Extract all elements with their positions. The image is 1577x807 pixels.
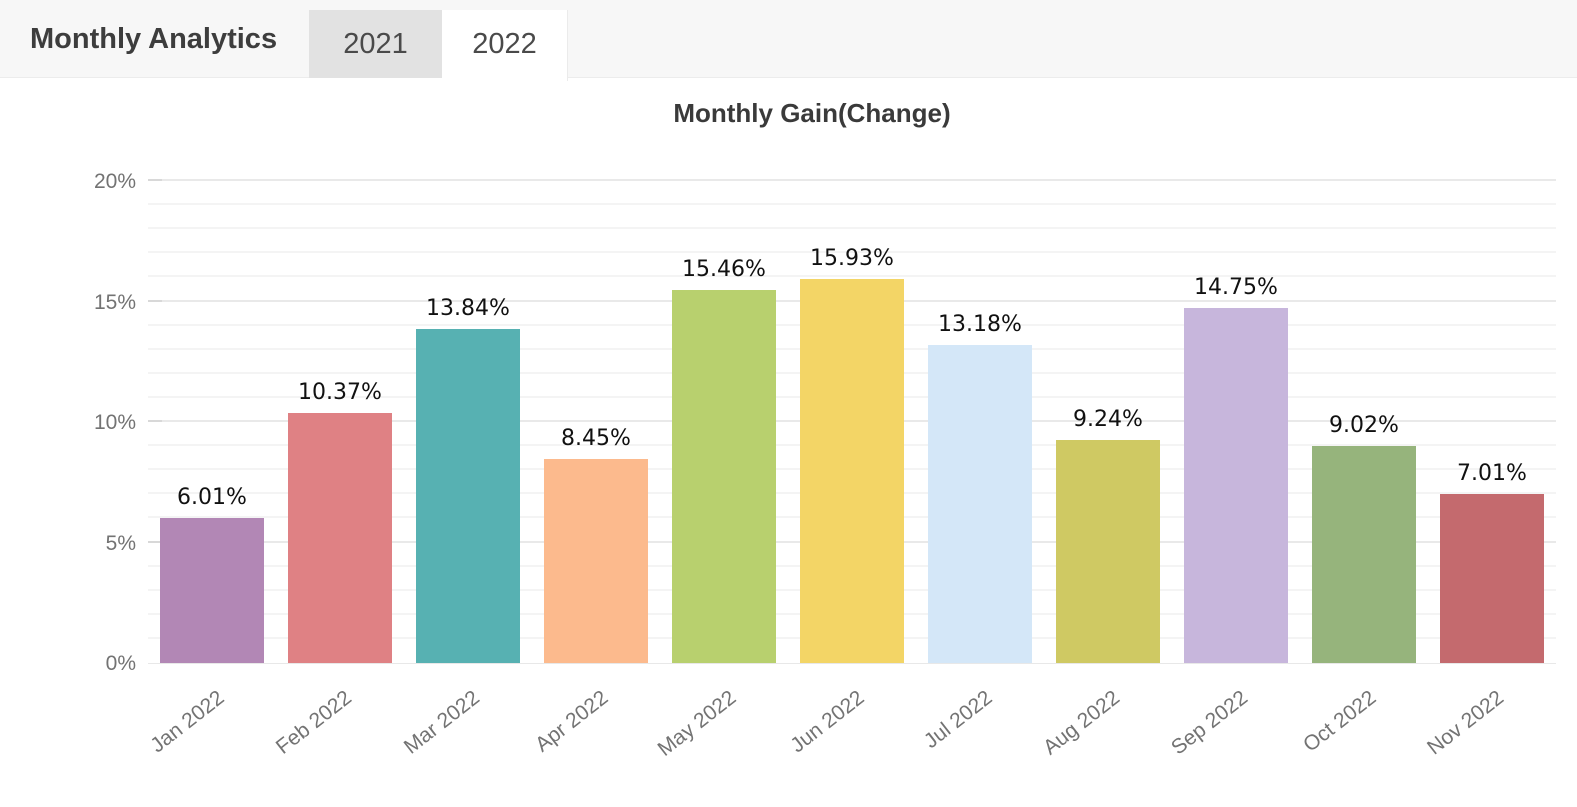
bar-aug-2022[interactable]: [1056, 440, 1160, 663]
bar-value-label: 13.84%: [426, 296, 510, 322]
y-axis-label: 0%: [105, 652, 136, 675]
y-axis-label: 5%: [105, 531, 136, 555]
bar-value-label: 9.24%: [1073, 407, 1143, 433]
x-axis-label: Aug 2022: [1039, 686, 1125, 760]
bar-mar-2022[interactable]: [416, 329, 520, 663]
tab-2022[interactable]: 2022: [442, 10, 568, 81]
y-axis-label: 15%: [93, 290, 136, 314]
minor-gridline: [148, 251, 1556, 254]
minor-gridline: [148, 275, 1556, 278]
bar-value-label: 9.02%: [1329, 412, 1399, 438]
x-axis-label: Oct 2022: [1298, 686, 1381, 757]
chart-title: Monthly Gain(Change): [673, 98, 951, 128]
x-axis-label: Apr 2022: [530, 686, 613, 757]
minor-gridline: [148, 227, 1556, 230]
bar-apr-2022[interactable]: [544, 459, 648, 663]
x-axis-label: Jan 2022: [145, 686, 229, 758]
x-axis-label: Mar 2022: [400, 686, 485, 759]
page-title: Monthly Analytics: [30, 23, 278, 55]
axis-tick: [148, 299, 162, 302]
bar-sep-2022[interactable]: [1184, 307, 1288, 663]
bar-value-label: 6.01%: [177, 485, 247, 511]
bar-nov-2022[interactable]: [1440, 494, 1544, 663]
tab-2021[interactable]: 2021: [309, 10, 442, 78]
bar-feb-2022[interactable]: [288, 413, 392, 663]
minor-gridline: [148, 203, 1556, 206]
axis-tick: [148, 540, 162, 543]
bar-value-label: 13.18%: [938, 312, 1022, 338]
x-axis-label: May 2022: [653, 686, 741, 761]
bar-value-label: 7.01%: [1457, 461, 1527, 487]
major-gridline: [148, 179, 1556, 181]
axis-tick: [148, 179, 162, 181]
bar-jul-2022[interactable]: [928, 345, 1032, 663]
bar-jan-2022[interactable]: [160, 518, 264, 663]
x-axis-label: Feb 2022: [272, 686, 357, 759]
bar-jun-2022[interactable]: [800, 279, 904, 663]
y-axis-label: 20%: [93, 170, 136, 193]
x-axis-label: Nov 2022: [1423, 686, 1509, 760]
bar-value-label: 15.93%: [810, 246, 894, 272]
x-axis-label: Jul 2022: [919, 686, 997, 754]
bar-may-2022[interactable]: [672, 290, 776, 663]
bar-oct-2022[interactable]: [1312, 445, 1416, 663]
y-axis-label: 10%: [93, 411, 136, 434]
bar-chart-plot-area: 0% 5% 10% 15% 20% 6.01% Jan 2022 10.37% Feb 2022…: [94, 170, 1556, 761]
x-axis-label: Sep 2022: [1167, 686, 1253, 760]
bar-value-label: 10.37%: [298, 380, 382, 406]
bar-value-label: 14.75%: [1194, 274, 1278, 300]
axis-tick: [148, 420, 162, 422]
x-axis-line: [148, 663, 1556, 664]
bar-value-label: 8.45%: [561, 426, 631, 452]
x-axis-label: Jun 2022: [785, 686, 869, 758]
header-bar: Monthly Analytics 2021 2022: [0, 0, 1577, 81]
bar-value-label: 15.46%: [682, 257, 766, 283]
